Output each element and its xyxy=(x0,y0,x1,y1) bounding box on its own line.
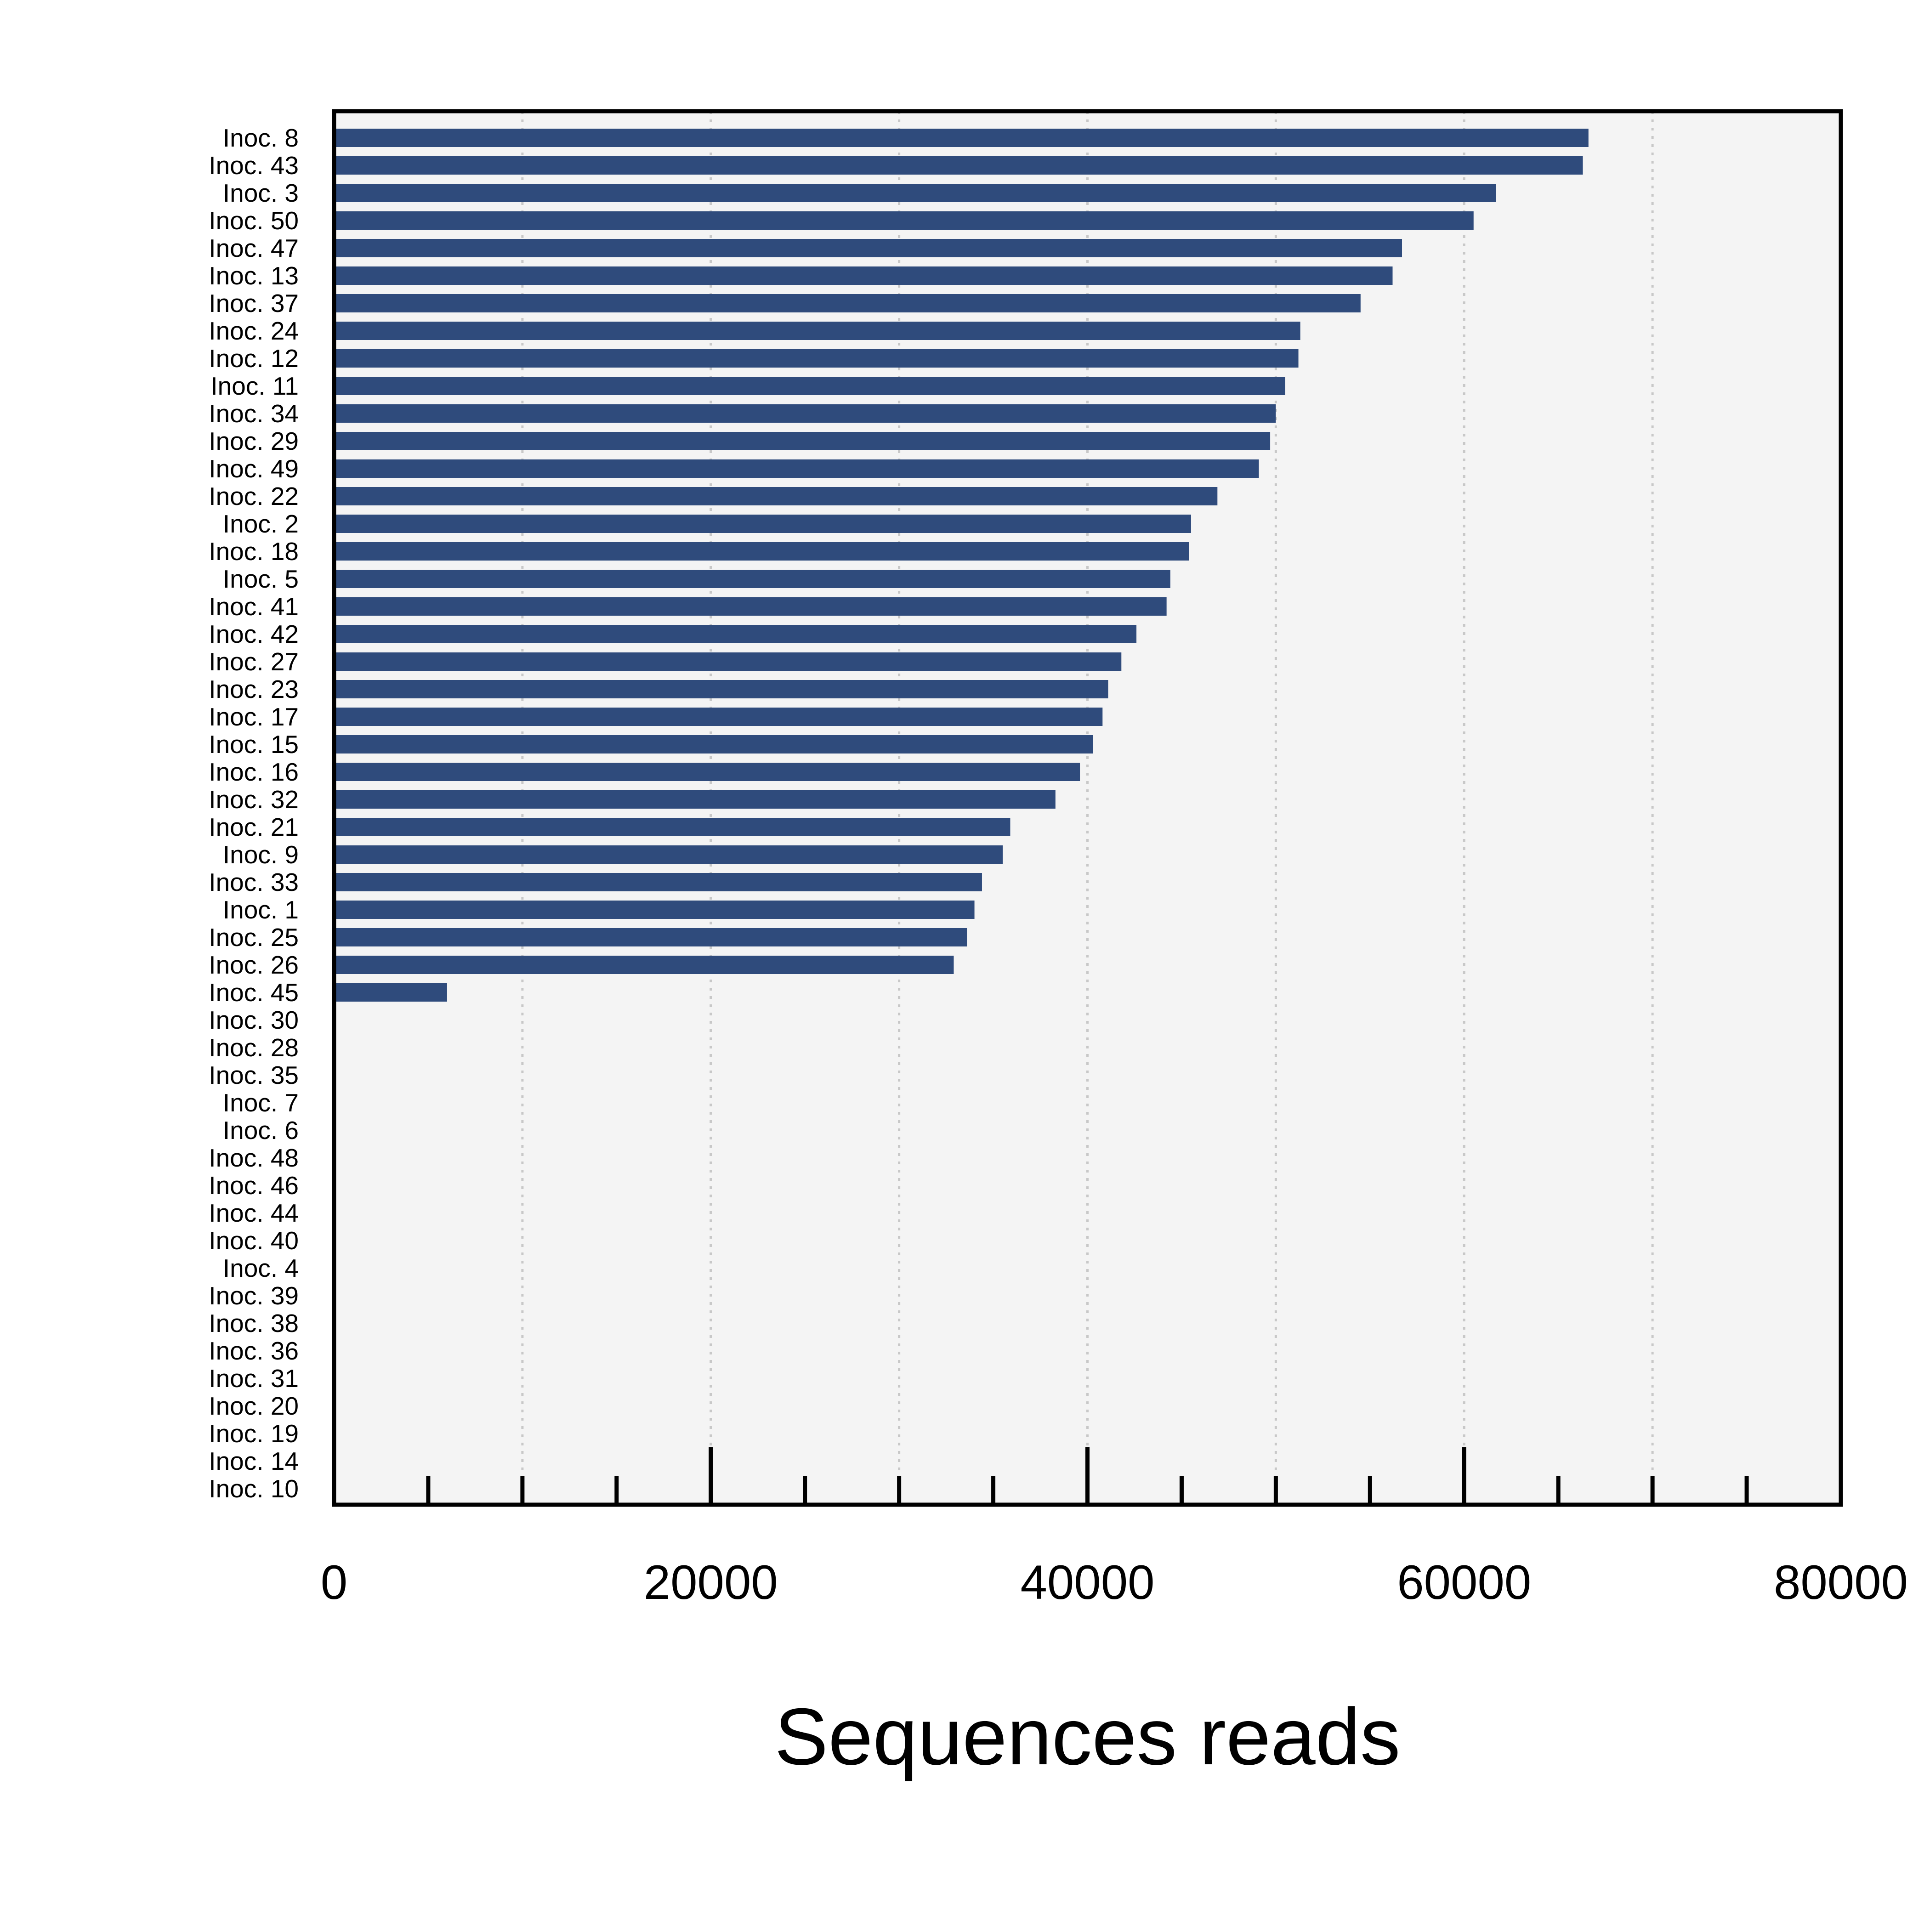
category-label: Inoc. 16 xyxy=(209,758,299,786)
category-label: Inoc. 36 xyxy=(209,1337,299,1365)
category-label: Inoc. 26 xyxy=(209,951,299,979)
category-label: Inoc. 18 xyxy=(209,537,299,566)
bar xyxy=(334,763,1080,781)
category-label: Inoc. 46 xyxy=(209,1171,299,1200)
category-label: Inoc. 12 xyxy=(209,344,299,373)
x-tick-label: 20000 xyxy=(644,1556,778,1609)
x-tick-label: 60000 xyxy=(1397,1556,1531,1609)
category-label: Inoc. 28 xyxy=(209,1033,299,1062)
category-label: Inoc. 39 xyxy=(209,1281,299,1310)
x-axis-title: Sequences reads xyxy=(774,1692,1400,1782)
bar xyxy=(334,459,1259,478)
category-label: Inoc. 43 xyxy=(209,151,299,180)
category-label: Inoc. 44 xyxy=(209,1199,299,1227)
bar xyxy=(334,845,1003,864)
category-label: Inoc. 5 xyxy=(223,565,299,593)
bar xyxy=(334,790,1056,809)
bar xyxy=(334,184,1496,202)
category-label: Inoc. 32 xyxy=(209,785,299,814)
bar xyxy=(334,680,1108,698)
bar xyxy=(334,873,982,891)
category-label: Inoc. 35 xyxy=(209,1061,299,1089)
category-label: Inoc. 22 xyxy=(209,482,299,510)
plot-frame xyxy=(332,109,1843,1507)
category-label: Inoc. 31 xyxy=(209,1364,299,1393)
category-label: Inoc. 6 xyxy=(223,1116,299,1144)
category-label: Inoc. 37 xyxy=(209,289,299,317)
category-label: Inoc. 42 xyxy=(209,620,299,648)
category-label: Inoc. 23 xyxy=(209,675,299,703)
category-label: Inoc. 47 xyxy=(209,234,299,262)
category-label: Inoc. 4 xyxy=(223,1254,299,1282)
category-label: Inoc. 48 xyxy=(209,1144,299,1172)
category-label: Inoc. 30 xyxy=(209,1006,299,1034)
category-label: Inoc. 14 xyxy=(209,1447,299,1475)
x-tick-label: 0 xyxy=(321,1556,347,1609)
category-label: Inoc. 13 xyxy=(209,261,299,290)
category-label: Inoc. 27 xyxy=(209,647,299,676)
bar xyxy=(334,266,1393,285)
bar xyxy=(334,515,1191,533)
category-label: Inoc. 25 xyxy=(209,923,299,952)
category-label: Inoc. 40 xyxy=(209,1226,299,1255)
category-label: Inoc. 8 xyxy=(223,124,299,152)
category-label: Inoc. 17 xyxy=(209,703,299,731)
bar xyxy=(334,322,1300,340)
category-label: Inoc. 21 xyxy=(209,813,299,841)
x-axis-tick-labels: 0 20000 40000 60000 80000 xyxy=(321,1556,1908,1609)
bar xyxy=(334,542,1189,561)
bar xyxy=(334,211,1474,230)
category-label: Inoc. 38 xyxy=(209,1309,299,1337)
bar xyxy=(334,735,1093,754)
category-label: Inoc. 19 xyxy=(209,1419,299,1448)
category-label: Inoc. 9 xyxy=(223,840,299,869)
bar xyxy=(334,818,1010,836)
bar xyxy=(334,294,1361,312)
bar xyxy=(334,570,1170,588)
bar xyxy=(334,404,1276,423)
category-label: Inoc. 29 xyxy=(209,427,299,455)
category-label: Inoc. 33 xyxy=(209,868,299,896)
x-tick-label: 40000 xyxy=(1021,1556,1155,1609)
category-label: Inoc. 20 xyxy=(209,1392,299,1420)
bar xyxy=(334,901,975,919)
bar xyxy=(334,708,1103,726)
bar xyxy=(334,956,954,974)
category-label: Inoc. 41 xyxy=(209,592,299,621)
category-label: Inoc. 24 xyxy=(209,317,299,345)
category-label: Inoc. 2 xyxy=(223,510,299,538)
category-label: Inoc. 10 xyxy=(209,1474,299,1503)
bars xyxy=(334,129,1589,1002)
bar xyxy=(334,597,1167,616)
category-label: Inoc. 49 xyxy=(209,454,299,483)
category-label: Inoc. 7 xyxy=(223,1088,299,1117)
category-label: Inoc. 50 xyxy=(209,206,299,235)
bar xyxy=(334,652,1122,671)
bar xyxy=(334,349,1299,368)
bar xyxy=(334,377,1285,395)
category-label: Inoc. 11 xyxy=(210,372,299,400)
bar xyxy=(334,928,967,946)
bar xyxy=(334,129,1589,147)
category-label: Inoc. 34 xyxy=(209,399,299,428)
bar xyxy=(334,487,1218,505)
bar xyxy=(334,156,1583,175)
category-label: Inoc. 3 xyxy=(223,179,299,207)
bar xyxy=(334,983,447,1002)
bar xyxy=(334,625,1137,643)
category-label: Inoc. 1 xyxy=(223,895,299,924)
x-tick-label: 80000 xyxy=(1774,1556,1908,1609)
category-label: Inoc. 45 xyxy=(209,978,299,1007)
category-label: Inoc. 15 xyxy=(209,730,299,759)
bar xyxy=(334,432,1271,450)
bar xyxy=(334,239,1402,257)
